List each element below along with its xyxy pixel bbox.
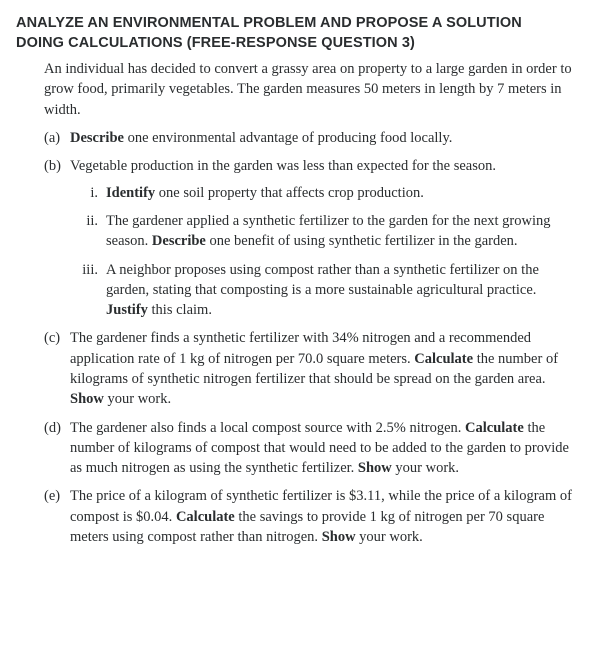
part-b-ii-text: one benefit of using synthetic fertilize…: [206, 233, 518, 249]
part-d: (d) The gardener also finds a local comp…: [44, 418, 574, 479]
part-d-pre: The gardener also finds a local compost …: [70, 420, 465, 436]
part-b-iii-text: this claim.: [148, 302, 212, 318]
part-e-rest: your work.: [356, 529, 423, 545]
part-b-ii-keyword: Describe: [152, 233, 206, 249]
part-a: (a) Describe one environmental advantage…: [44, 128, 574, 148]
part-e-keyword-2: Show: [322, 529, 356, 545]
part-b-ii-marker: ii.: [76, 211, 98, 231]
part-a-marker: (a): [44, 128, 60, 148]
part-b-i-text: one soil property that affects crop prod…: [155, 185, 424, 201]
title-line-2: DOING CALCULATIONS (FREE-RESPONSE QUESTI…: [16, 35, 415, 51]
part-b-subparts: i. Identify one soil property that affec…: [70, 183, 574, 321]
part-a-keyword: Describe: [70, 130, 124, 146]
part-b-iii-pre: A neighbor proposes using compost rather…: [106, 262, 539, 298]
part-e-marker: (e): [44, 486, 60, 506]
part-d-keyword: Calculate: [465, 420, 524, 436]
part-c: (c) The gardener finds a synthetic ferti…: [44, 328, 574, 409]
part-d-rest: your work.: [392, 460, 459, 476]
part-c-marker: (c): [44, 328, 60, 348]
part-b-ii: ii. The gardener applied a synthetic fer…: [76, 211, 574, 252]
part-b-iii: iii. A neighbor proposes using compost r…: [76, 260, 574, 321]
part-e-keyword: Calculate: [176, 509, 235, 525]
part-b-iii-keyword: Justify: [106, 302, 148, 318]
part-c-rest: your work.: [104, 391, 171, 407]
part-b-marker: (b): [44, 156, 61, 176]
part-b-i-keyword: Identify: [106, 185, 155, 201]
intro-paragraph: An individual has decided to convert a g…: [16, 59, 574, 120]
part-c-keyword-2: Show: [70, 391, 104, 407]
parts-list: (a) Describe one environmental advantage…: [16, 128, 574, 547]
title-line-1: ANALYZE AN ENVIRONMENTAL PROBLEM AND PRO…: [16, 15, 522, 31]
part-d-marker: (d): [44, 418, 61, 438]
part-b: (b) Vegetable production in the garden w…: [44, 156, 574, 320]
part-e: (e) The price of a kilogram of synthetic…: [44, 486, 574, 547]
part-c-keyword: Calculate: [414, 351, 473, 367]
part-a-text: one environmental advantage of producing…: [124, 130, 452, 146]
part-b-i-marker: i.: [76, 183, 98, 203]
part-b-i: i. Identify one soil property that affec…: [76, 183, 574, 203]
question-title: ANALYZE AN ENVIRONMENTAL PROBLEM AND PRO…: [16, 14, 574, 53]
part-b-iii-marker: iii.: [76, 260, 98, 280]
part-d-keyword-2: Show: [358, 460, 392, 476]
part-b-lead: Vegetable production in the garden was l…: [70, 158, 496, 174]
